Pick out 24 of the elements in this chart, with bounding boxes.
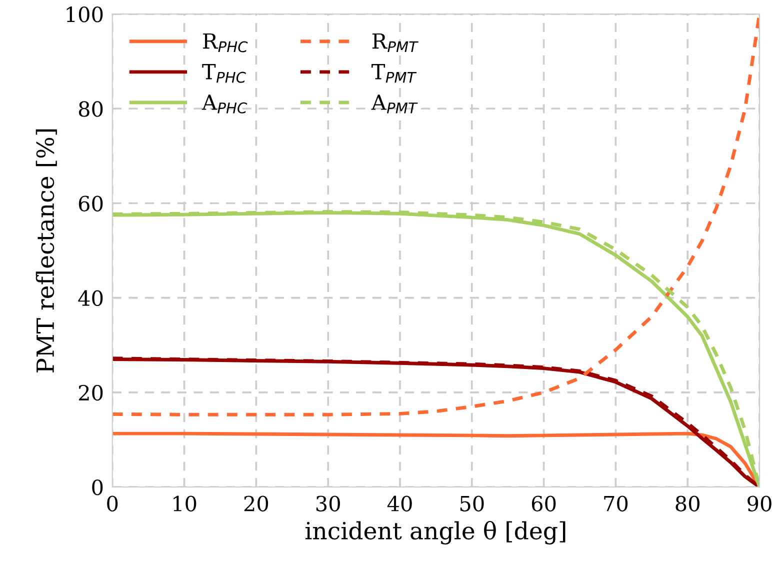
legend-label: T$_{PMT}$	[372, 64, 417, 83]
y-tick-label: 100	[66, 6, 103, 22]
y-tick-label: 20	[78, 384, 103, 401]
x-tick-label: 70	[604, 496, 628, 512]
x-tick-label: 80	[676, 496, 700, 512]
x-tick-label: 10	[174, 496, 196, 512]
legend-label: A$_{PHC}$	[202, 94, 248, 114]
y-axis-title: PMT reflectance [%]	[36, 129, 57, 372]
x-tick-label: 50	[460, 496, 484, 512]
x-tick-label: 90	[748, 496, 772, 512]
legend-label: R$_{PMT}$	[372, 33, 418, 52]
x-tick-label: 0	[107, 496, 118, 512]
x-tick-label: 20	[244, 496, 268, 512]
x-axis-title: incident angle θ [deg]	[305, 521, 566, 544]
x-tick-label: 60	[532, 496, 556, 512]
y-tick-label: 80	[78, 101, 103, 117]
legend-label: T$_{PHC}$	[202, 64, 246, 83]
y-tick-label: 0	[92, 479, 103, 496]
y-tick-label: 40	[78, 290, 103, 306]
x-tick-label: 30	[316, 496, 340, 512]
legend-label: A$_{PMT}$	[371, 94, 418, 114]
legend-label: R$_{PHC}$	[203, 33, 248, 52]
y-tick-label: 60	[78, 196, 103, 212]
x-tick-label: 40	[387, 496, 412, 512]
